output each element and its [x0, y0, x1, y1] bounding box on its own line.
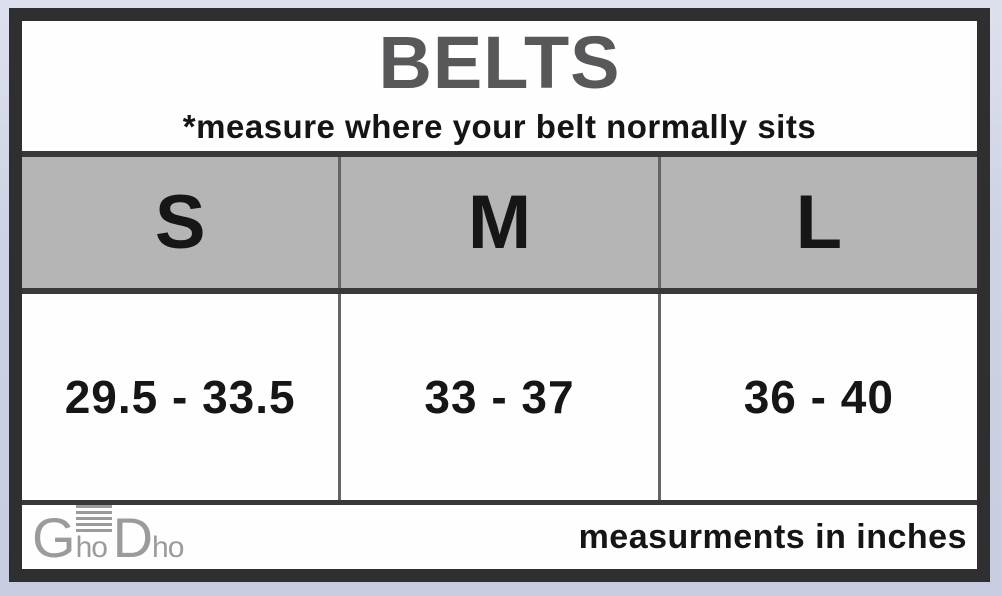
row-divider [22, 500, 977, 505]
size-header-row: S M L [22, 157, 977, 288]
size-header-cell-large: L [657, 157, 977, 288]
size-label-s: S [154, 179, 206, 265]
logo-ho-with-lines: ho [75, 504, 112, 564]
size-header-cell-small: S [22, 157, 338, 288]
range-cell-large: 36 - 40 [657, 294, 977, 500]
range-value-l: 36 - 40 [743, 371, 894, 423]
size-label-l: L [795, 179, 843, 265]
logo-letter-g: G [32, 505, 76, 569]
logo-letters-ho-2: ho [152, 530, 184, 564]
measure-instruction: *measure where your belt normally sits [182, 108, 817, 145]
logo-letter-d: D [112, 505, 153, 569]
logo-letters-ho-1: ho [75, 530, 108, 564]
range-cell-small: 29.5 - 33.5 [22, 294, 338, 500]
size-label-m: M [467, 179, 532, 265]
row-divider [22, 288, 977, 294]
range-cell-medium: 33 - 37 [338, 294, 657, 500]
logo-stripes-icon [75, 504, 112, 532]
range-value-s: 29.5 - 33.5 [64, 371, 296, 423]
range-value-m: 33 - 37 [424, 371, 575, 423]
units-note: measurments in inches [578, 517, 967, 556]
size-header-cell-medium: M [338, 157, 657, 288]
title-section: BELTS *measure where your belt normally … [22, 21, 977, 151]
size-chart-table: BELTS *measure where your belt normally … [9, 8, 990, 582]
measurement-row: 29.5 - 33.5 33 - 37 36 - 40 [22, 294, 977, 500]
row-divider [22, 151, 977, 157]
page-title: BELTS [378, 21, 621, 104]
